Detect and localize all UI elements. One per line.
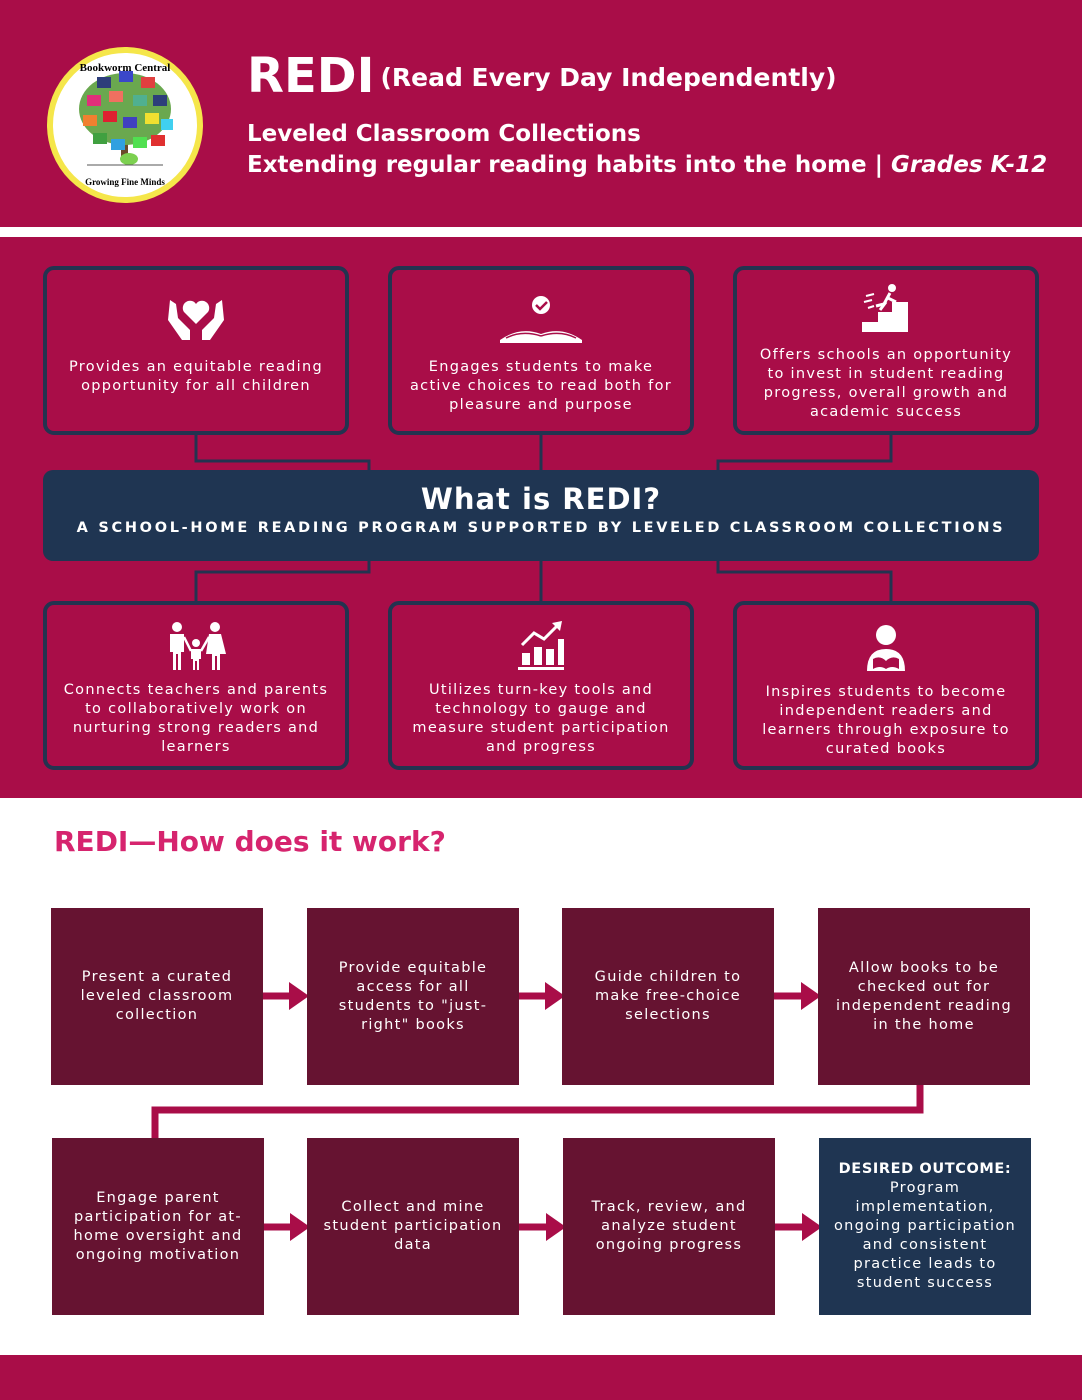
bookworm-central-logo: Bookworm Central Growing Fine Minds (47, 47, 203, 203)
step-7: Track, review, and analyze student ongoi… (563, 1138, 775, 1315)
benefit-text: Offers schools an opportunity to invest … (759, 347, 1013, 420)
flow-arrowhead-icon (289, 982, 309, 1010)
benefit-card-equitable: Provides an equitable reading opportunit… (43, 266, 349, 435)
outcome-text: Program implementation, ongoing particip… (833, 1180, 1017, 1291)
subtitle-line-1: Leveled Classroom Collections (247, 121, 641, 147)
how-it-works-heading: REDI—How does it work? (54, 825, 446, 858)
benefit-card-inspires: Inspires students to become independent … (733, 601, 1039, 770)
climbing-stairs-icon (862, 284, 908, 332)
what-is-redi-banner: What is REDI? A SCHOOL-HOME READING PROG… (43, 470, 1039, 561)
growth-chart-icon (518, 621, 564, 670)
benefit-text: Inspires students to become independent … (762, 684, 1010, 757)
benefit-card-invest: Offers schools an opportunity to invest … (733, 266, 1039, 435)
title-expansion: (Read Every Day Independently) (380, 63, 837, 92)
open-book-check-icon (500, 296, 582, 343)
step-1: Present a curated leveled classroom coll… (51, 908, 263, 1085)
grades-label: Grades K-12 (891, 152, 1048, 178)
benefit-card-choices: Engages students to make active choices … (388, 266, 694, 435)
heart-hands-icon (168, 300, 224, 340)
footer-bar (0, 1355, 1082, 1400)
step-6: Collect and mine student participation d… (307, 1138, 519, 1315)
step-2: Provide equitable access for all student… (307, 908, 519, 1085)
reader-icon (867, 625, 905, 671)
benefit-text: Provides an equitable reading opportunit… (68, 359, 324, 394)
banner-title: What is REDI? (420, 482, 662, 516)
family-icon (170, 622, 226, 670)
flow-connector-line (151, 1072, 924, 1144)
benefit-text: Connects teachers and parents to collabo… (63, 682, 329, 755)
logo-text-bottom: Growing Fine Minds (85, 177, 165, 187)
subtitle-line-2: Extending regular reading habits into th… (247, 152, 1048, 178)
page-title: REDI (Read Every Day Independently) (247, 48, 837, 104)
banner-subtitle: A SCHOOL-HOME READING PROGRAM SUPPORTED … (76, 520, 1006, 536)
logo-text-top: Bookworm Central (80, 62, 171, 74)
step-4: Allow books to be checked out for indepe… (818, 908, 1030, 1085)
step-5: Engage parent participation for at-home … (52, 1138, 264, 1315)
outcome-label: DESIRED OUTCOME: (838, 1161, 1012, 1177)
benefit-card-tools: Utilizes turn-key tools and technology t… (388, 601, 694, 770)
step-3: Guide children to make free-choice selec… (562, 908, 774, 1085)
benefit-text: Engages students to make active choices … (409, 359, 673, 413)
benefit-text: Utilizes turn-key tools and technology t… (412, 682, 670, 755)
desired-outcome-box: DESIRED OUTCOME: Program implementation, … (819, 1138, 1031, 1315)
benefit-card-connects: Connects teachers and parents to collabo… (43, 601, 349, 770)
